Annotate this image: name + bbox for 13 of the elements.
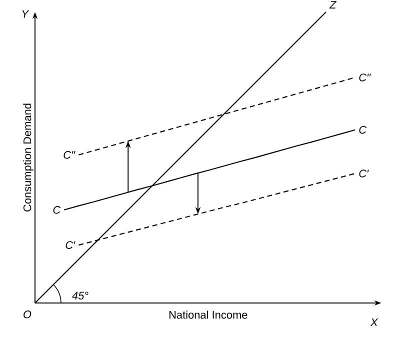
text: O: [24, 310, 32, 318]
x-axis-title: National Income: [169, 310, 248, 319]
y-axis-title: Consumption Demand: [23, 104, 34, 212]
text: C′: [359, 170, 369, 178]
annotation: 45°: [72, 292, 88, 300]
text: C: [359, 126, 367, 134]
text: X: [370, 318, 378, 326]
text: Y: [22, 10, 30, 18]
series-label: C′′: [64, 151, 76, 159]
series-label: Z: [329, 0, 337, 8]
series-label: C: [53, 206, 61, 214]
text: C′′: [359, 74, 371, 82]
series-label: C′: [66, 241, 76, 249]
